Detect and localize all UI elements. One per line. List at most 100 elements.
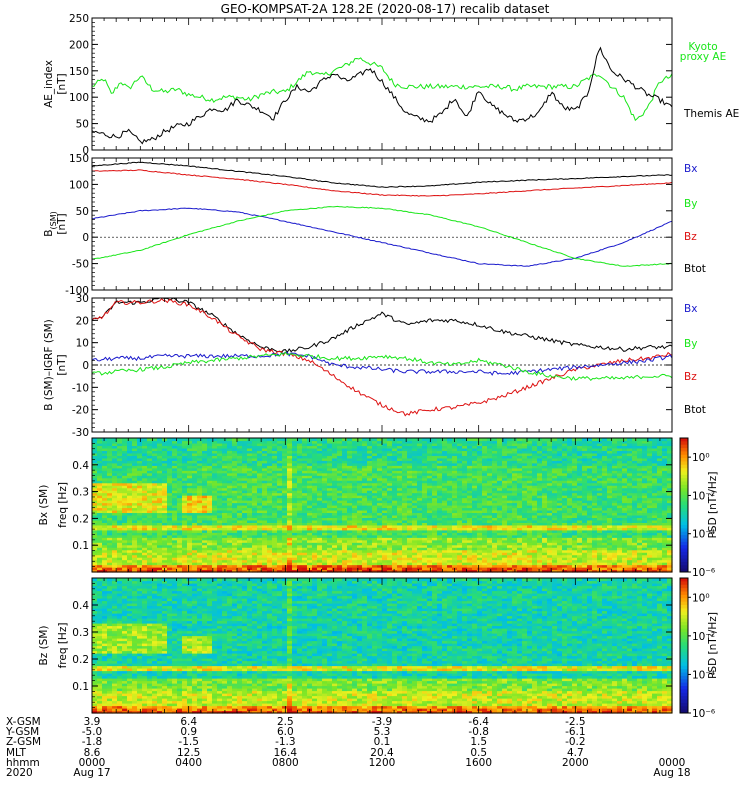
spectrogram-cell [317, 492, 323, 496]
spectrogram-cell [312, 522, 318, 526]
spectrogram-cell [237, 477, 243, 481]
spectrogram-cell [207, 527, 213, 531]
spectrogram-cell [412, 502, 418, 506]
spectrogram-cell [432, 460, 438, 464]
spectrogram-cell [112, 460, 118, 464]
spectrogram-cell [127, 512, 133, 516]
spectrogram-cell [217, 509, 223, 514]
spectrogram-cell [492, 482, 498, 486]
spectrogram-cell [377, 438, 383, 442]
spectrogram-cell [367, 450, 373, 454]
spectrogram-cell [472, 562, 478, 566]
spectrogram-cell [457, 462, 463, 466]
spectrogram-cell [252, 564, 258, 568]
spectrogram-cell [397, 460, 403, 464]
spectrogram-cell [307, 552, 313, 556]
spectrogram-cell [142, 519, 148, 523]
spectrogram-cell [287, 438, 293, 442]
spectrogram-cell [292, 462, 298, 466]
spectrogram-cell [287, 460, 293, 464]
spectrogram-cell [147, 440, 153, 444]
spectrogram-cell [147, 482, 153, 486]
spectrogram-cell [332, 539, 338, 543]
spectrogram-cell [117, 524, 123, 528]
spectrogram-cell [147, 467, 153, 471]
spectrogram-cell [432, 477, 438, 481]
spectrogram-cell [237, 547, 243, 551]
spectrogram-cell [362, 517, 368, 521]
spectrogram-cell [482, 455, 488, 459]
spectrogram-cell [267, 537, 273, 541]
spectrogram-cell [252, 567, 258, 571]
spectrogram-cell [182, 517, 188, 521]
spectrogram-cell [492, 549, 498, 553]
spectrogram-cell [207, 562, 213, 566]
spectrogram-cell [467, 557, 473, 561]
spectrogram-cell [92, 547, 98, 551]
spectrogram-cell [242, 457, 248, 461]
spectrogram-cell [417, 465, 423, 469]
spectrogram-cell [372, 482, 378, 486]
spectrogram-cell [152, 569, 158, 573]
spectrogram-cell [257, 492, 263, 496]
spectrogram-cell [267, 467, 273, 471]
spectrogram-cell [277, 497, 283, 501]
spectrogram-cell [197, 552, 203, 556]
spectrogram-cell [327, 497, 333, 501]
spectrogram-cell [232, 569, 238, 573]
spectrogram-cell [472, 492, 478, 496]
spectrogram-cell [392, 438, 398, 442]
spectrogram-cell [277, 465, 283, 469]
spectrogram-cell [152, 447, 158, 452]
spectrogram-cell [97, 470, 103, 474]
spectrogram-cell [112, 438, 118, 442]
spectrogram-cell [312, 564, 318, 568]
spectrogram-cell [222, 524, 228, 528]
spectrogram-cell [252, 502, 258, 506]
spectrogram-cell [232, 509, 238, 514]
spectrogram-cell [107, 549, 113, 553]
spectrogram-cell [332, 509, 338, 514]
spectrogram-cell [277, 452, 283, 456]
spectrogram-cell [397, 455, 403, 459]
spectrogram-cell [232, 447, 238, 452]
spectrogram-cell [107, 532, 113, 536]
spectrogram-cell [337, 460, 343, 464]
spectrogram-cell [417, 514, 423, 519]
spectrogram-cell [212, 447, 218, 452]
spectrogram-cell [97, 542, 103, 546]
spectrogram-cell [122, 542, 128, 546]
spectrogram-cell [247, 445, 253, 449]
spectrogram-cell [442, 557, 448, 561]
spectrogram-cell [97, 524, 103, 528]
spectrogram-cell [177, 440, 183, 444]
spectrogram-cell [372, 457, 378, 461]
spectrogram-cell [137, 485, 143, 489]
spectrogram-cell [442, 549, 448, 553]
spectrogram-cell [207, 512, 213, 516]
spectrogram-cell [317, 509, 323, 514]
spectrogram-cell [497, 487, 503, 491]
spectrogram-cell [297, 509, 303, 514]
spectrogram-cell [447, 514, 453, 519]
spectrogram-cell [287, 542, 293, 546]
spectrogram-cell [372, 477, 378, 481]
spectrogram-cell [292, 450, 298, 454]
spectrogram-cell [122, 505, 128, 509]
spectrogram-cell [447, 527, 453, 531]
spectrogram-cell [497, 472, 503, 476]
spectrogram-cell [297, 457, 303, 461]
spectrogram-cell [367, 512, 373, 516]
spectrogram-cell [477, 497, 483, 501]
spectrogram-cell [492, 532, 498, 536]
spectrogram-cell [272, 485, 278, 489]
spectrogram-column [297, 438, 303, 573]
spectrogram-cell [187, 532, 193, 536]
spectrogram-cell [182, 445, 188, 449]
spectrogram-cell [107, 487, 113, 491]
spectrogram-cell [492, 567, 498, 571]
spectrogram-cell [312, 438, 318, 442]
spectrogram-cell [237, 552, 243, 556]
spectrogram-cell [397, 542, 403, 546]
spectrogram-cell [442, 438, 448, 442]
